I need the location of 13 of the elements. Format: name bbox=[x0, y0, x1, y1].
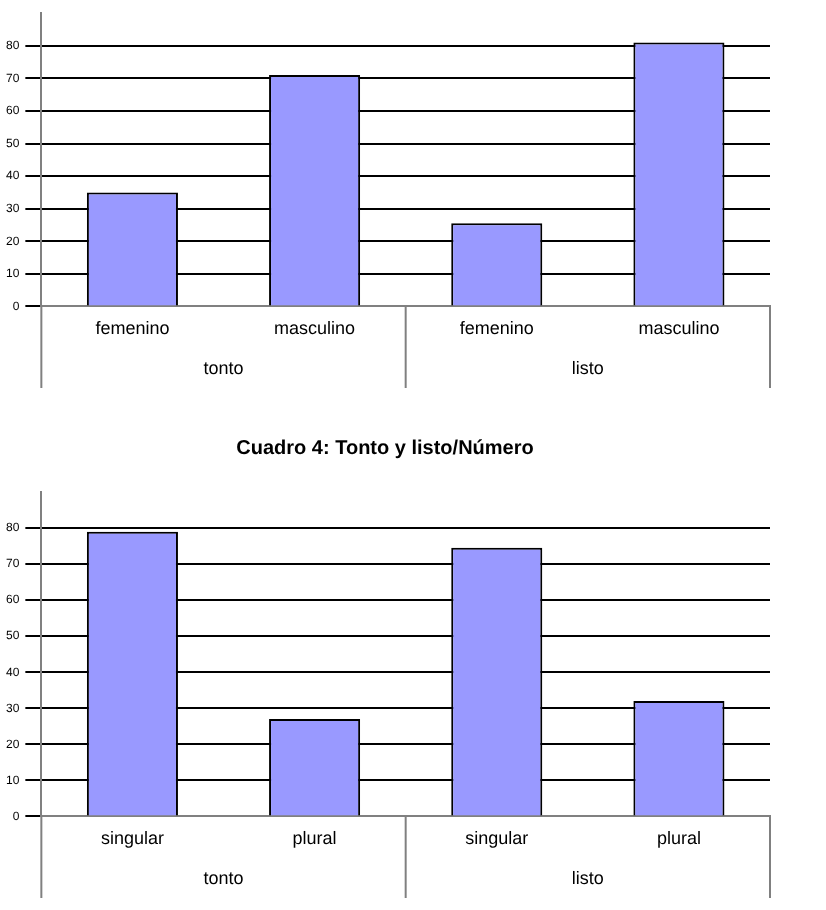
text: tonto bbox=[203, 867, 244, 888]
x-tick-label: singular bbox=[465, 828, 529, 849]
x-tick-label: singular bbox=[100, 828, 164, 849]
x-tick-label: femenino bbox=[459, 318, 534, 339]
text: tonto bbox=[203, 357, 244, 378]
x-tick-label: femenino bbox=[95, 318, 170, 339]
x-tick-label: plural bbox=[292, 828, 337, 849]
x-tick-label: masculino bbox=[638, 318, 720, 339]
x-tick-label: masculino bbox=[274, 318, 356, 339]
x-tick-label: plural bbox=[656, 828, 701, 849]
text: listo bbox=[571, 867, 604, 888]
chart-title: Cuadro 4: Tonto y listo/Número bbox=[236, 437, 534, 460]
text: listo bbox=[571, 357, 604, 378]
